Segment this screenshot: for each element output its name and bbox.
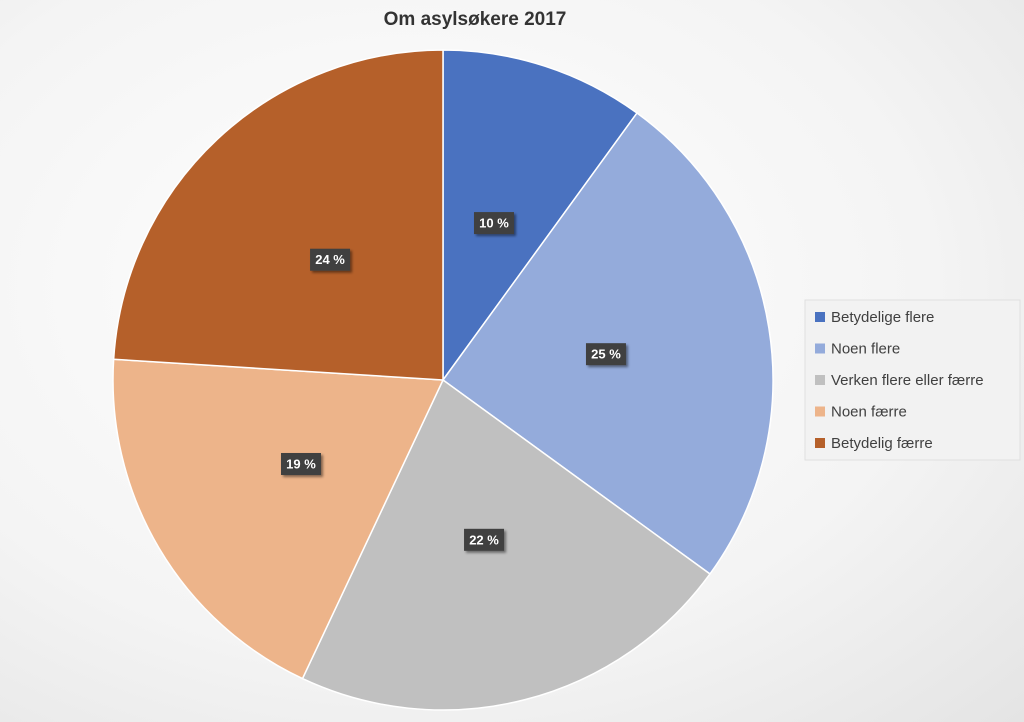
pie: 10 % 25 % 22 % 19 % 24 % (112, 49, 774, 711)
legend-label: Betydelige flere (831, 309, 934, 326)
data-label-box (585, 343, 626, 366)
pie-slice (442, 49, 639, 383)
legend-label: Noen flere (831, 340, 900, 357)
legend-label: Noen færre (831, 403, 907, 420)
legend-swatch (815, 375, 825, 385)
chart-title: Om asylsøkere 2017 (384, 9, 567, 30)
legend-label: Verken flere eller færre (831, 372, 984, 389)
legend-box (804, 299, 1021, 461)
legend: Betydelige flere Noen flere Verken flere e… (815, 309, 984, 452)
legend-swatch (815, 406, 825, 417)
legend-label: Betydelig færre (831, 435, 933, 452)
legend-swatch (815, 343, 825, 354)
pie-slice (112, 358, 445, 680)
data-label: 19 % (286, 456, 316, 471)
legend-swatch (815, 438, 825, 448)
data-label: 10 % (479, 216, 509, 231)
data-label: 24 % (315, 252, 345, 267)
data-label: 25 % (591, 347, 621, 362)
legend-swatch (815, 312, 825, 322)
data-label-box (280, 452, 321, 475)
data-label-box (464, 528, 505, 551)
data-label: 22 % (469, 532, 499, 547)
data-label-box (310, 248, 351, 271)
data-label-box (473, 212, 514, 235)
pie-slice (112, 49, 444, 381)
